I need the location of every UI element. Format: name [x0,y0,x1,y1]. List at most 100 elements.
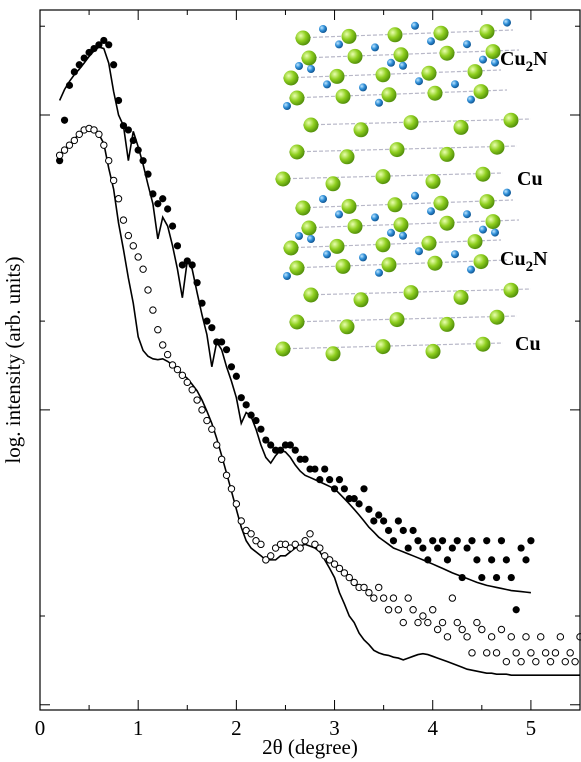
filled-point [164,205,172,213]
open-point [571,657,579,666]
filled-point [119,122,128,130]
bond [288,259,508,269]
filled-point [453,537,461,545]
filled-point [159,195,167,203]
cu-atom [485,214,501,230]
filled-point [389,537,398,545]
filled-point [370,517,378,525]
cu-atom [439,146,455,162]
open-point [173,365,182,374]
open-point [517,657,525,666]
filled-point [438,537,447,545]
cu-atom [427,85,443,101]
cu-atom [479,24,495,40]
n-atom [359,253,367,262]
open-point [100,141,108,149]
bond [294,29,514,39]
open-point [350,578,358,587]
filled-point [404,544,412,552]
open-point [443,633,452,641]
cu-atom [375,67,391,83]
x-tick-label: 5 [526,716,537,740]
open-point [168,361,177,369]
open-point [75,130,83,139]
filled-point [124,126,132,134]
open-point [55,151,64,159]
open-point [365,588,373,597]
filled-point [203,317,211,325]
open-point [208,425,216,433]
cu-atom [289,260,305,276]
open-point [129,242,137,250]
n-atom [467,95,475,104]
open-point [556,633,565,641]
open-point [527,649,535,657]
open-point [453,618,461,627]
filled-point [321,465,329,473]
filled-point [227,363,236,371]
n-atom [295,232,303,240]
cu-atom [375,339,391,355]
open-point [193,396,201,404]
filled-point [360,485,368,493]
cu-atom [453,119,469,135]
n-atom [427,37,435,46]
cu-atom [453,289,469,305]
open-point [163,350,172,359]
open-point [109,176,118,185]
open-point [532,657,540,666]
open-point [448,594,457,602]
n-atom [415,77,423,86]
filled-point [473,556,481,564]
cu-atom [389,142,405,158]
x-tick-label: 4 [427,716,438,740]
n-atom [415,247,423,256]
filled-point [276,446,285,454]
inset-label: Cu [517,168,543,190]
filled-point [242,401,250,409]
open-point [149,306,157,314]
cu-atom [347,48,363,64]
filled-point [168,222,177,230]
label-subscript: 2 [526,259,534,275]
filled-point [419,544,427,552]
cu-atom [295,200,311,216]
open-point [301,537,309,545]
filled-point [522,556,530,564]
cu-atom [283,70,299,86]
fit-line [59,129,580,676]
filled-point [443,556,452,564]
filled-point [257,425,265,433]
cu-atom [393,47,409,63]
open-point [159,341,167,349]
open-point [512,649,520,657]
open-point [105,156,113,165]
open-point [237,517,245,525]
filled-point [335,476,344,484]
n-atom [427,207,435,216]
open-point [566,649,574,657]
n-atom [479,225,487,234]
filled-point [330,485,339,493]
open-point [227,485,236,493]
open-point [409,606,417,614]
filled-point [100,36,108,45]
cu-atom [425,173,441,189]
n-atom [491,228,499,237]
bond [282,239,502,249]
open-point [286,544,295,552]
filled-point [492,573,501,582]
bond [288,89,508,99]
n-atom [411,21,419,30]
n-atom [467,265,475,274]
label-main: Cu [500,248,526,270]
filled-point [56,157,64,165]
open-point [541,649,550,657]
open-point [183,378,191,387]
cu-atom [439,316,455,332]
n-atom [451,80,459,89]
n-atom [399,61,407,70]
open-point [438,618,447,627]
